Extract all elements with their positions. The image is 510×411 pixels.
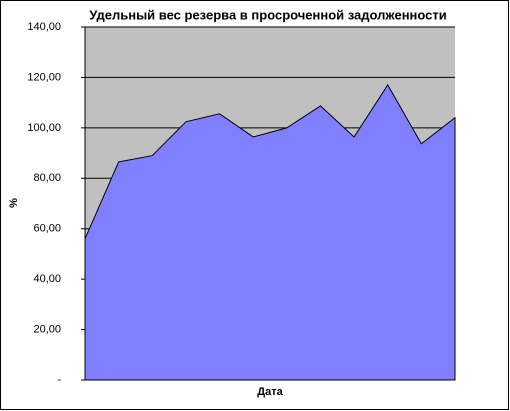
- y-tick-label: -: [57, 374, 61, 386]
- y-tick-label: 40,00: [33, 273, 61, 285]
- area: [84, 84, 456, 381]
- y-tick-label: 20,00: [33, 323, 61, 335]
- y-axis-title: %: [8, 198, 20, 208]
- y-tick-label: 140,00: [27, 21, 61, 33]
- y-tick-label: 80,00: [33, 172, 61, 184]
- y-tick-label: 60,00: [33, 223, 61, 235]
- y-tick-label: 120,00: [27, 71, 61, 83]
- x-axis-title: Дата: [257, 386, 283, 398]
- chart-title: Удельный вес резерва в просроченной задо…: [89, 7, 447, 22]
- y-tick-label: 100,00: [27, 122, 61, 134]
